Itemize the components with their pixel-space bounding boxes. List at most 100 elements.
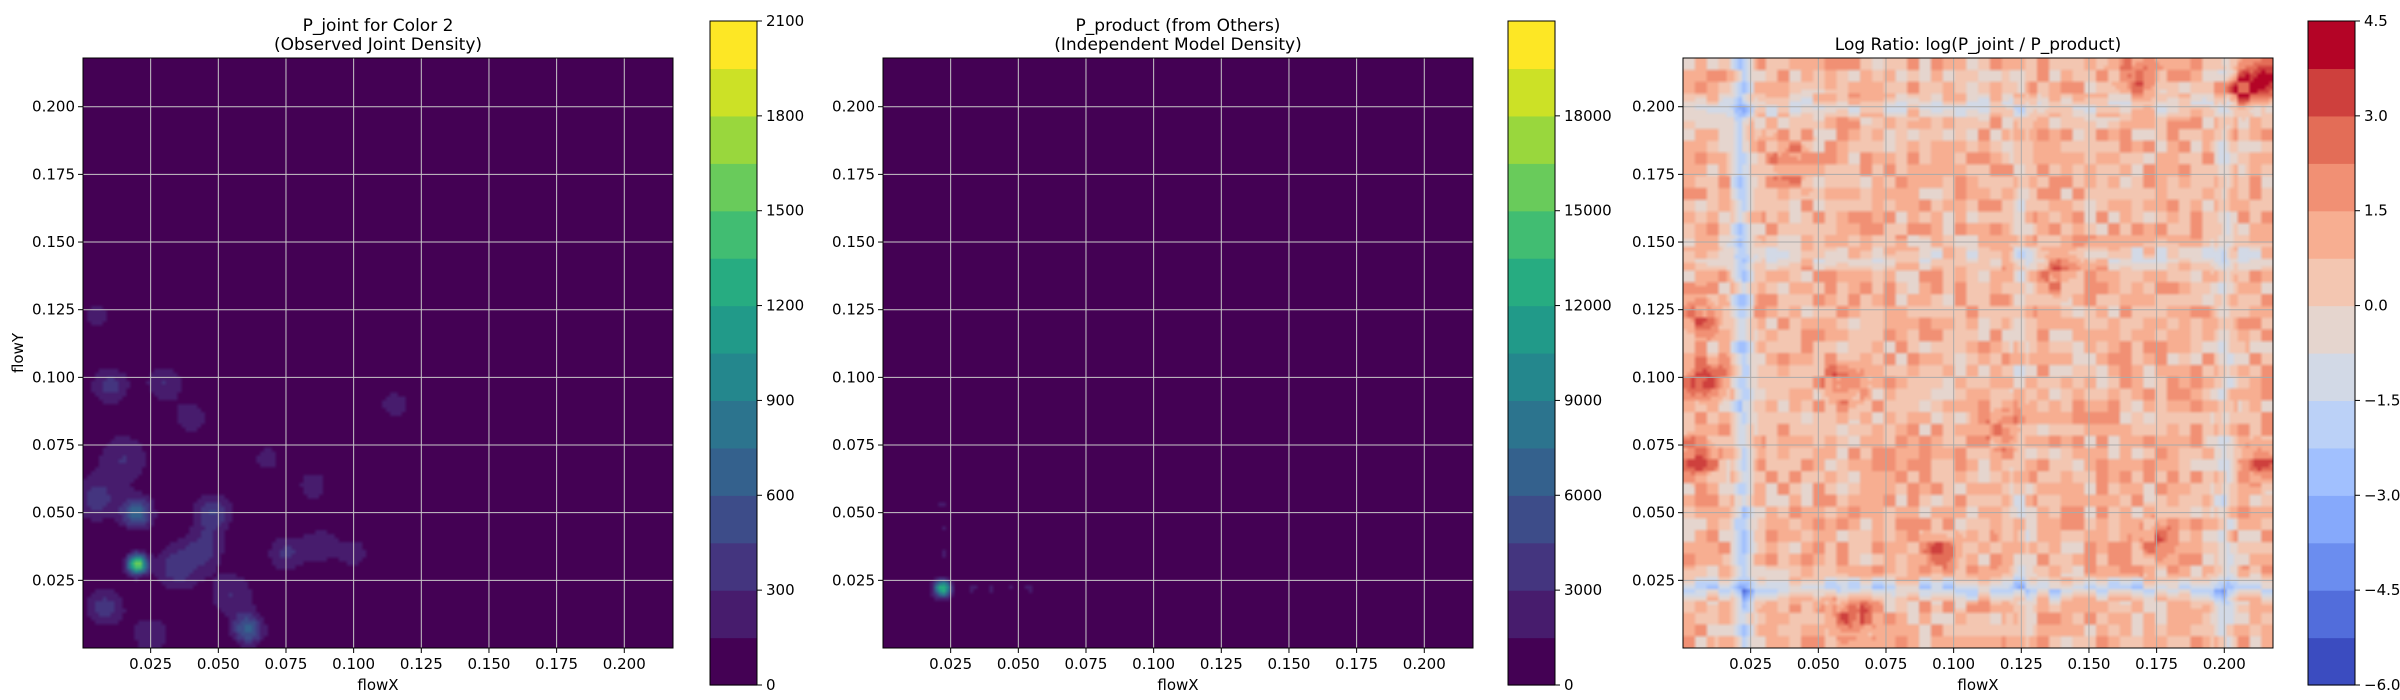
colorbar-level [2308,637,2355,686]
y-tick-label: 0.150 [32,233,75,251]
y-axis-label: flowY [9,332,27,373]
colorbar-level [2308,353,2355,402]
x-tick-label: 0.175 [1335,655,1378,673]
y-tick-label: 0.025 [1632,571,1675,589]
x-tick-label: 0.125 [1200,655,1243,673]
y-tick-label: 0.125 [832,301,875,319]
colorbar-level [1508,400,1555,449]
y-tick-label: 0.200 [832,98,875,116]
chart-title-line: P_joint for Color 2 [303,16,454,36]
x-tick-label: 0.050 [1797,655,1840,673]
colorbar-tick-label: 0 [766,676,776,694]
colorbar-level [2308,21,2355,70]
heatmap-surface [83,58,673,648]
y-tick-label: 0.175 [32,165,75,183]
colorbar-level [1508,447,1555,496]
y-tick-label: 0.150 [832,233,875,251]
x-tick-label: 0.125 [400,655,443,673]
x-tick-label: 0.100 [1132,655,1175,673]
x-tick-label: 0.050 [997,655,1040,673]
y-tick-label: 0.050 [1632,504,1675,522]
y-tick-label: 0.075 [32,436,75,454]
colorbar-tick-label: 0.0 [2364,297,2388,315]
x-axis-label: flowX [357,676,398,694]
colorbar-level [1508,542,1555,591]
colorbar-level [1508,115,1555,164]
y-tick-label: 0.025 [32,571,75,589]
colorbar-level [710,400,757,449]
x-tick-label: 0.175 [535,655,578,673]
colorbar-level [1508,637,1555,686]
colorbar: 0 3000 6000 9000 12000 15000 18000 [1507,20,1612,694]
colorbar-level [710,353,757,402]
chart-title-line: (Independent Model Density) [1054,35,1302,55]
x-tick-label: 0.050 [197,655,240,673]
colorbar-level [1508,495,1555,544]
colorbar-tick-label: −3.0 [2364,486,2400,504]
colorbar-level [710,115,757,164]
colorbar-level [2308,590,2355,639]
y-tick-label: 0.200 [32,98,75,116]
colorbar-level [710,637,757,686]
y-tick-label: 0.100 [1632,368,1675,386]
chart-title-line: Log Ratio: log(P_joint / P_product) [1835,35,2121,55]
colorbar-level [2308,542,2355,591]
y-tick-label: 0.150 [1632,233,1675,251]
x-tick-label: 0.150 [1267,655,1310,673]
colorbar-frame [1507,20,1556,686]
colorbar-level [2308,163,2355,212]
heatmap-surface [1683,58,2273,648]
colorbar-tick-label: 3.0 [2364,107,2388,125]
chart-panel-2: 0.025 0.050 0.075 0.100 0.125 0.150 0.175 0.200… [832,16,1612,694]
colorbar-tick-label: 1800 [766,107,804,125]
colorbar-level [1508,353,1555,402]
x-tick-label: 0.175 [2135,655,2178,673]
chart-title-line: P_product (from Others) [1076,16,1281,36]
y-tick-label: 0.075 [832,436,875,454]
y-tick-label: 0.175 [832,165,875,183]
colorbar-tick-label: 4.5 [2364,12,2388,30]
colorbar-tick-label: 300 [766,581,795,599]
colorbar-tick-label: −6.0 [2364,676,2400,694]
colorbar-level [2308,258,2355,307]
x-axis-label: flowX [1157,676,1198,694]
chart-panel-3: 0.025 0.050 0.075 0.100 0.125 0.150 0.175 0.200… [1632,12,2400,694]
colorbar-level [2308,305,2355,354]
chart-title-line: (Observed Joint Density) [274,35,482,55]
colorbar-level [710,210,757,259]
colorbar-tick-label: 12000 [1564,297,1612,315]
chart-panel-1: 0.025 0.050 0.075 0.100 0.125 0.150 0.175 0.200… [9,12,804,694]
colorbar-tick-label: 1500 [766,202,804,220]
colorbar-level [710,542,757,591]
colorbar-level [1508,163,1555,212]
colorbar-level [1508,590,1555,639]
colorbar-level [2308,495,2355,544]
colorbar-tick-label: 1200 [766,297,804,315]
y-tick-label: 0.200 [1632,98,1675,116]
colorbar-level [710,163,757,212]
colorbar-frame [2307,20,2356,686]
colorbar-level [1508,210,1555,259]
colorbar-frame [709,20,758,686]
colorbar-level [2308,400,2355,449]
y-tick-label: 0.050 [832,504,875,522]
colorbar-level [2308,210,2355,259]
x-tick-label: 0.100 [1932,655,1975,673]
colorbar-level [2308,68,2355,117]
x-tick-label: 0.075 [1065,655,1108,673]
colorbar-tick-label: −4.5 [2364,581,2400,599]
colorbar-level [710,258,757,307]
colorbar-tick-label: 600 [766,486,795,504]
colorbar-level [710,495,757,544]
colorbar: −6.0 −4.5 −3.0 −1.5 0.0 1.5 3.0 4.5 [2307,12,2400,694]
x-tick-label: 0.200 [2203,655,2246,673]
colorbar-level [1508,68,1555,117]
colorbar-level [710,21,757,70]
colorbar-level [710,590,757,639]
colorbar-level [710,447,757,496]
y-tick-label: 0.075 [1632,436,1675,454]
colorbar-level [2308,447,2355,496]
colorbar-tick-label: 1.5 [2364,202,2388,220]
colorbar-level [2308,115,2355,164]
y-tick-label: 0.125 [1632,301,1675,319]
